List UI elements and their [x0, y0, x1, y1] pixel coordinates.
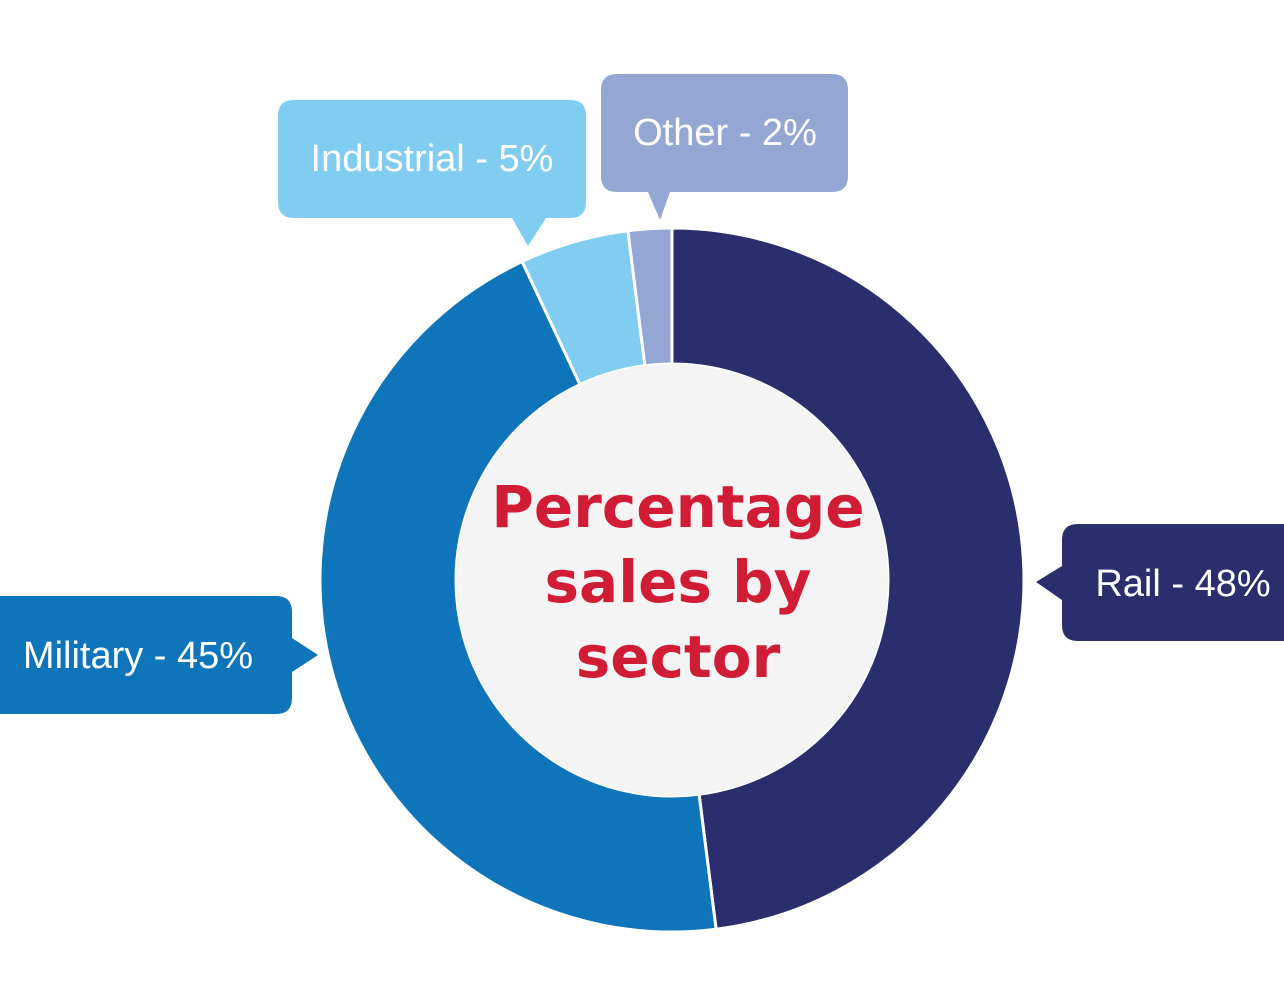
chart-title: Percentage sales by sector: [491, 473, 864, 691]
callout-rail-box: [1036, 524, 1284, 641]
slice-label-military: Military - 45%: [23, 635, 253, 677]
slice-label-rail: Rail - 48%: [1095, 563, 1270, 605]
slice-label-other: Other - 2%: [633, 112, 817, 154]
chart-title-line-2: sales by: [545, 548, 812, 616]
callout-rail: Rail - 48%: [1036, 524, 1284, 641]
callout-other-box: [601, 74, 848, 220]
callout-military: Military - 45%: [0, 596, 318, 714]
chart-title-line-3: sector: [576, 623, 781, 691]
chart-center-disc: [456, 364, 888, 796]
callout-other: Other - 2%: [601, 74, 848, 220]
slice-label-industrial: Industrial - 5%: [311, 138, 554, 180]
chart-slices: [318, 226, 1026, 934]
callout-industrial: Industrial - 5%: [278, 100, 586, 246]
callout-military-box: [0, 596, 318, 714]
chart-title-line-1: Percentage: [491, 473, 864, 541]
slice-military: [318, 260, 718, 934]
callout-industrial-box: [278, 100, 586, 246]
